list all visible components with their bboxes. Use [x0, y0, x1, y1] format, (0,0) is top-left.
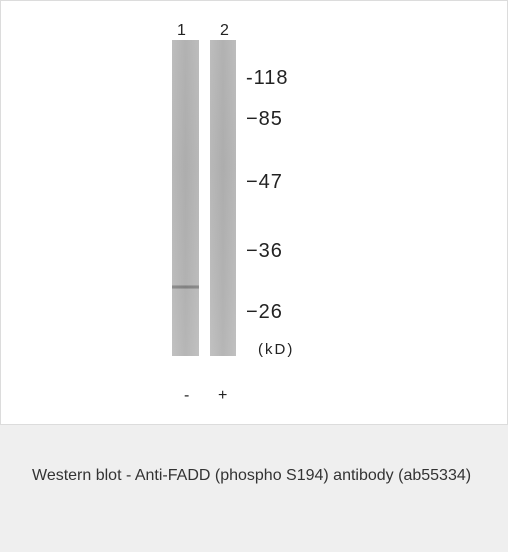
protein-band	[172, 285, 199, 289]
lane-2	[210, 40, 236, 356]
lane-1	[172, 40, 199, 356]
unit-label: (kD)	[258, 341, 295, 358]
western-blot-image: 1 2 -118 −85 −47 −36 −26 (kD) - +	[172, 22, 295, 404]
marker-85: −85	[246, 108, 283, 130]
caption-text: Western blot - Anti-FADD (phospho S194) …	[32, 467, 472, 484]
marker-118: -118	[246, 67, 289, 89]
treatment-label-2: +	[218, 387, 228, 404]
figure-caption: Western blot - Anti-FADD (phospho S194) …	[0, 425, 508, 552]
marker-47: −47	[246, 171, 283, 193]
marker-36: −36	[246, 240, 283, 262]
figure-frame	[0, 0, 508, 425]
treatment-label-1: -	[184, 387, 190, 404]
marker-26: −26	[246, 301, 283, 323]
lane-number-1: 1	[177, 22, 186, 39]
lane-number-2: 2	[220, 22, 229, 39]
